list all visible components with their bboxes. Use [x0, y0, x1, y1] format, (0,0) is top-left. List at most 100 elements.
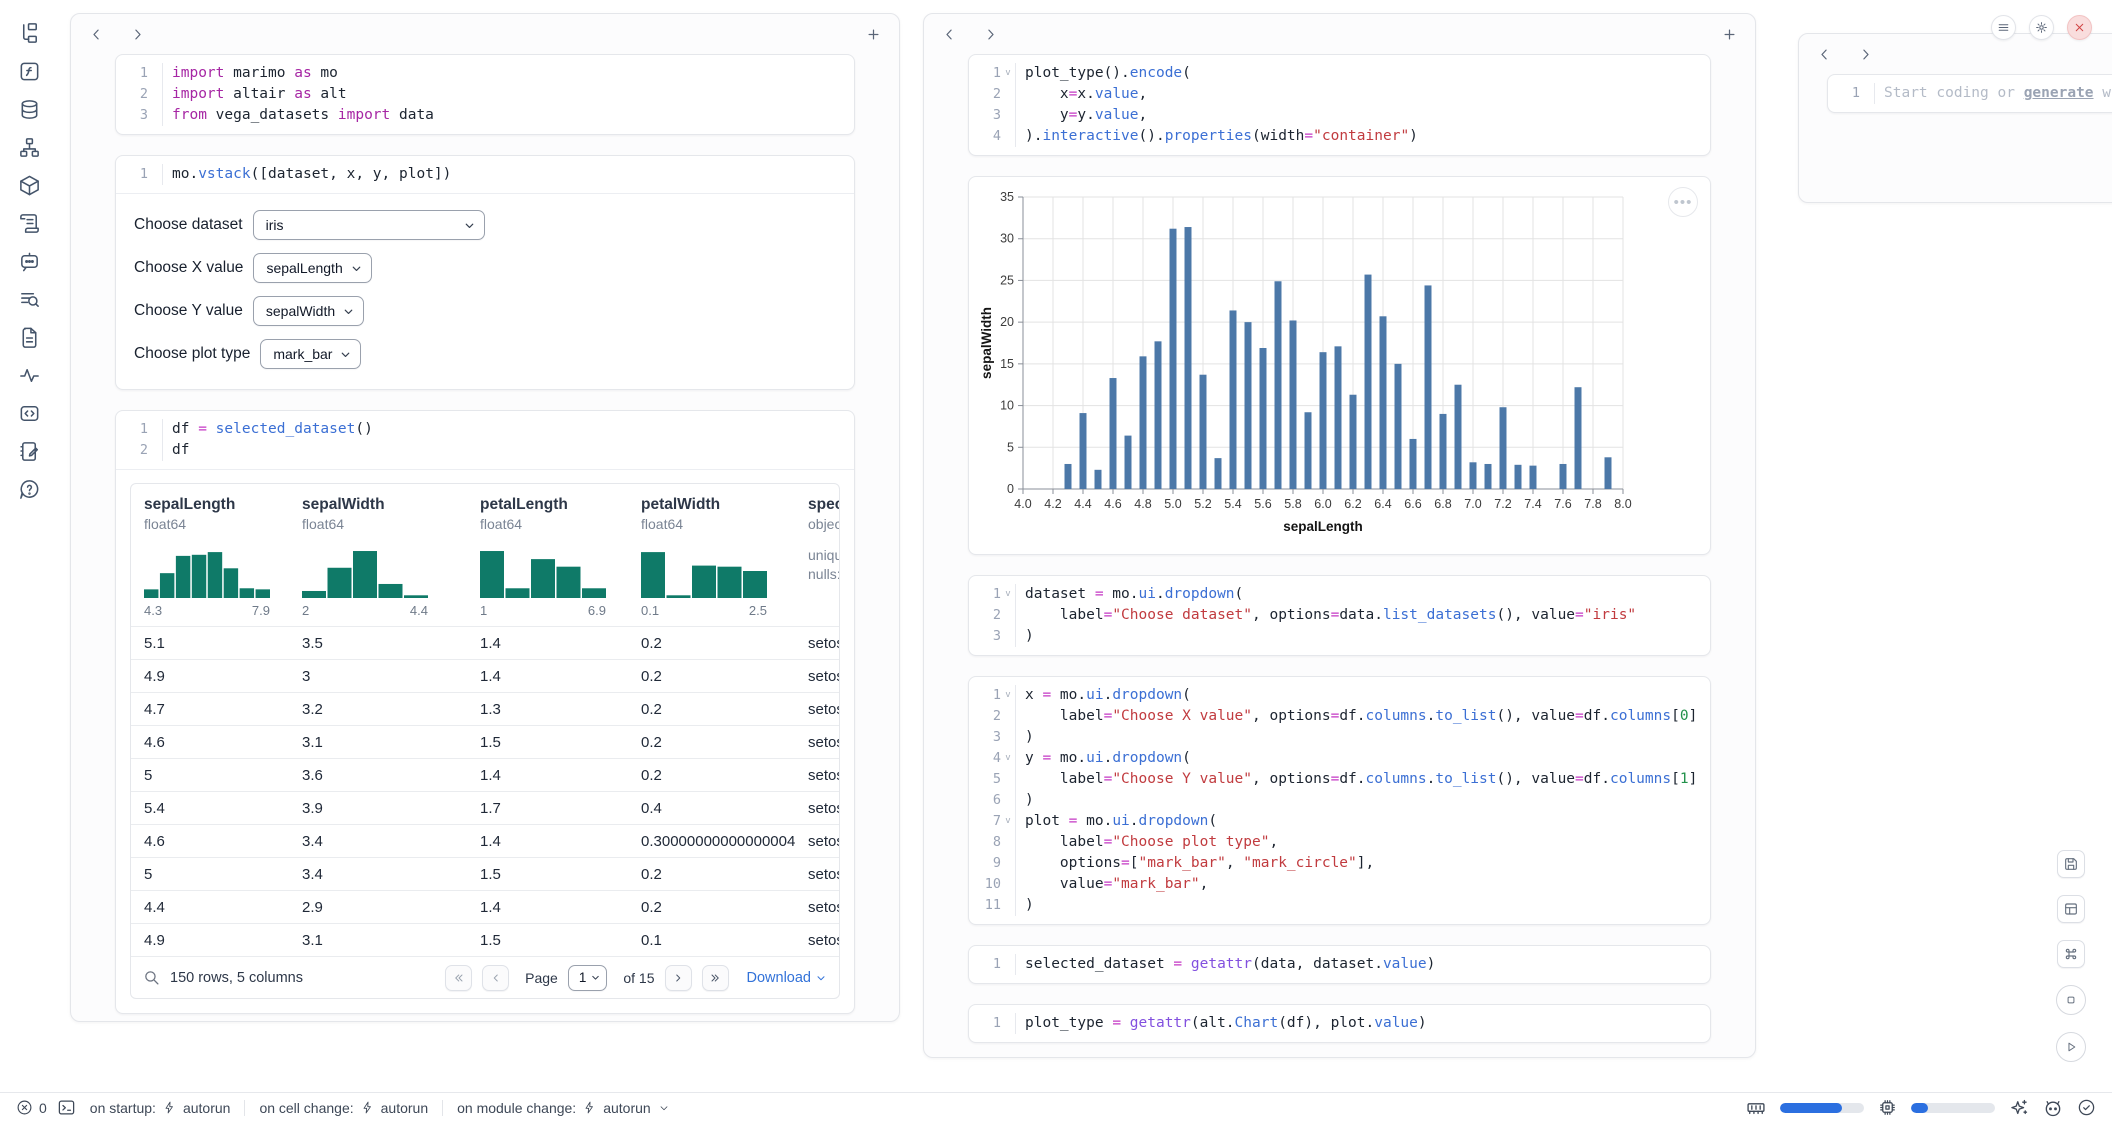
nav-back-icon[interactable] — [942, 27, 957, 42]
datasources-icon[interactable] — [16, 96, 42, 122]
add-cell-icon[interactable] — [866, 27, 881, 42]
snippets-icon[interactable] — [16, 400, 42, 426]
code-line[interactable]: plot = mo.ui.dropdown( — [1015, 811, 1700, 832]
empty-code-cell[interactable]: 1 Start coding or generate with — [1827, 74, 2112, 113]
code-line[interactable]: plot_type().encode( — [1015, 63, 1700, 84]
plot-expression-cell[interactable]: 1vplot_type().encode(2 x=x.value,3 y=y.v… — [968, 54, 1711, 156]
next-page-button[interactable] — [665, 965, 692, 991]
nav-forward-icon[interactable] — [1858, 47, 1873, 62]
ai-chat-icon[interactable] — [16, 248, 42, 274]
table-row[interactable]: 5.43.91.70.4setos — [131, 791, 839, 824]
search-icon[interactable] — [143, 969, 160, 986]
code-line[interactable]: options=["mark_bar", "mark_circle"], — [1015, 853, 1700, 874]
column-header[interactable]: sepalWidthfloat6424.4 — [289, 484, 467, 626]
fold-arrow-icon[interactable]: v — [1001, 63, 1015, 84]
code-line[interactable]: ) — [1015, 626, 1700, 647]
errors-icon[interactable] — [16, 1099, 33, 1116]
code-line[interactable]: ) — [1015, 895, 1700, 916]
table-row[interactable]: 53.61.40.2setos — [131, 758, 839, 791]
fold-arrow-icon[interactable]: v — [1001, 685, 1015, 706]
code-line[interactable]: x = mo.ui.dropdown( — [1015, 685, 1700, 706]
column-header[interactable]: petalWidthfloat640.12.5 — [628, 484, 795, 626]
on-cell-change-setting[interactable]: on cell change: autorun — [245, 1100, 442, 1116]
last-page-button[interactable] — [702, 965, 729, 991]
nav-back-icon[interactable] — [1817, 47, 1832, 62]
code-line[interactable]: import marimo as mo — [162, 63, 844, 84]
file-explorer-icon[interactable] — [16, 20, 42, 46]
xy-plot-dropdowns-cell[interactable]: 1vx = mo.ui.dropdown(2 label="Choose X v… — [968, 676, 1711, 925]
code-line[interactable]: df = selected_dataset() — [162, 419, 844, 440]
close-button[interactable] — [2067, 15, 2092, 40]
code-line[interactable]: from vega_datasets import data — [162, 105, 844, 126]
code-line[interactable]: dataset = mo.ui.dropdown( — [1015, 584, 1700, 605]
run-button[interactable] — [2056, 1032, 2086, 1062]
settings-button[interactable] — [2029, 15, 2054, 40]
code-line[interactable]: selected_dataset = getattr(data, dataset… — [1015, 954, 1700, 975]
selected-dataset-cell[interactable]: 1selected_dataset = getattr(data, datase… — [968, 945, 1711, 984]
connection-status-icon[interactable] — [2077, 1098, 2096, 1117]
tracebacks-icon[interactable] — [16, 286, 42, 312]
dataset-select[interactable]: iris — [253, 210, 485, 240]
table-row[interactable]: 4.42.91.40.2setos — [131, 890, 839, 923]
menu-button[interactable] — [1991, 15, 2016, 40]
shortcuts-button[interactable] — [2057, 940, 2085, 968]
prev-page-button[interactable] — [482, 965, 509, 991]
plot-type-cell[interactable]: 1plot_type = getattr(alt.Chart(df), plot… — [968, 1004, 1711, 1043]
nav-forward-icon[interactable] — [983, 27, 998, 42]
on-module-change-setting[interactable]: on module change: autorun — [443, 1100, 684, 1116]
code-line[interactable]: label="Choose dataset", options=data.lis… — [1015, 605, 1700, 626]
page-select[interactable]: 1 — [568, 965, 608, 991]
code-line[interactable]: value="mark_bar", — [1015, 874, 1700, 895]
code-line[interactable]: import altair as alt — [162, 84, 844, 105]
vstack-cell[interactable]: 1mo.vstack([dataset, x, y, plot]) Choose… — [115, 155, 855, 390]
add-cell-icon[interactable] — [1722, 27, 1737, 42]
table-row[interactable]: 53.41.50.2setos — [131, 857, 839, 890]
code-line[interactable]: ) — [1015, 727, 1700, 748]
generate-with-ai-link[interactable]: generate — [2024, 85, 2094, 101]
column-header[interactable]: sepalLengthfloat644.37.9 — [131, 484, 289, 626]
nav-forward-icon[interactable] — [130, 27, 145, 42]
column-header[interactable]: petalLengthfloat6416.9 — [467, 484, 628, 626]
table-row[interactable]: 4.63.41.40.30000000000000004setos — [131, 824, 839, 857]
logs-icon[interactable] — [16, 210, 42, 236]
code-line[interactable]: label="Choose Y value", options=df.colum… — [1015, 769, 1700, 790]
help-icon[interactable] — [16, 476, 42, 502]
nav-back-icon[interactable] — [89, 27, 104, 42]
packages-icon[interactable] — [16, 172, 42, 198]
functions-icon[interactable] — [16, 58, 42, 84]
column-header[interactable]: speciobjecuniqunulls: — [795, 484, 839, 626]
code-line[interactable]: ).interactive().properties(width="contai… — [1015, 126, 1700, 147]
fold-arrow-icon[interactable]: v — [1001, 748, 1015, 769]
interrupt-button[interactable] — [2056, 985, 2086, 1015]
fold-arrow-icon[interactable]: v — [1001, 811, 1015, 832]
bar-chart[interactable]: 4.04.24.44.64.85.05.25.45.65.86.06.26.46… — [979, 189, 1695, 541]
y-value-select[interactable]: sepalWidth — [253, 296, 364, 326]
code-line[interactable]: y=y.value, — [1015, 105, 1700, 126]
plot-type-select[interactable]: mark_bar — [260, 339, 361, 369]
code-line[interactable]: x=x.value, — [1015, 84, 1700, 105]
first-page-button[interactable] — [445, 965, 472, 991]
scratchpad-icon[interactable] — [16, 438, 42, 464]
save-button[interactable] — [2057, 850, 2085, 878]
table-row[interactable]: 4.63.11.50.2setos — [131, 725, 839, 758]
chart-menu-button[interactable]: ••• — [1668, 187, 1698, 217]
terminal-icon[interactable] — [57, 1098, 76, 1117]
code-line[interactable]: ) — [1015, 790, 1700, 811]
table-row[interactable]: 4.931.40.2setos — [131, 659, 839, 692]
download-link[interactable]: Download — [747, 970, 828, 986]
dataset-dropdown-cell[interactable]: 1vdataset = mo.ui.dropdown(2 label="Choo… — [968, 575, 1711, 656]
code-placeholder[interactable]: Start coding or generate with — [1874, 83, 2112, 104]
code-line[interactable]: mo.vstack([dataset, x, y, plot]) — [162, 164, 844, 185]
code-line[interactable]: label="Choose plot type", — [1015, 832, 1700, 853]
performance-icon[interactable] — [16, 362, 42, 388]
table-row[interactable]: 4.73.21.30.2setos — [131, 692, 839, 725]
table-row[interactable]: 4.93.11.50.1setos — [131, 923, 839, 956]
on-startup-setting[interactable]: on startup: autorun — [76, 1100, 245, 1116]
imports-cell[interactable]: 1import marimo as mo2import altair as al… — [115, 54, 855, 135]
code-line[interactable]: y = mo.ui.dropdown( — [1015, 748, 1700, 769]
fold-arrow-icon[interactable]: v — [1001, 584, 1015, 605]
documentation-icon[interactable] — [16, 324, 42, 350]
code-line[interactable]: plot_type = getattr(alt.Chart(df), plot.… — [1015, 1013, 1700, 1034]
table-row[interactable]: 5.13.51.40.2setos — [131, 626, 839, 659]
assistant-face-icon[interactable] — [2043, 1098, 2063, 1118]
